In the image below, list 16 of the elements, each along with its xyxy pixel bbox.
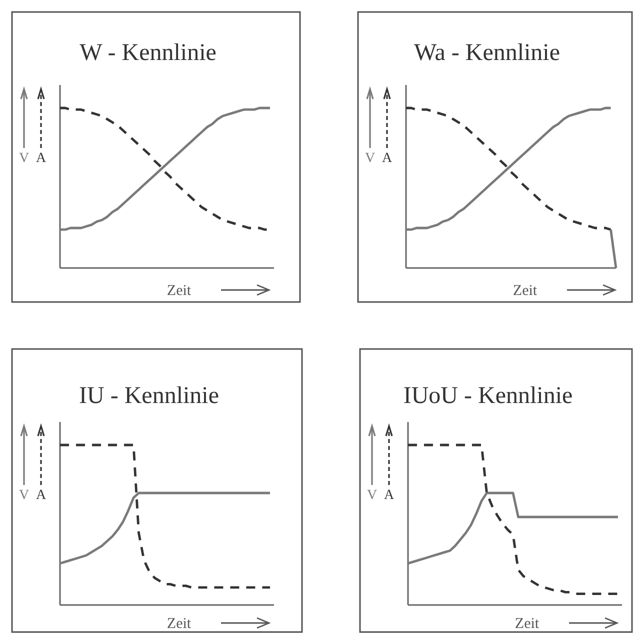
chart-title: IU - Kennlinie <box>79 383 219 409</box>
x-axis-title: Zeit <box>166 283 192 299</box>
text: A <box>36 151 47 166</box>
x-axis-title: Zeit <box>166 616 192 632</box>
text: A <box>382 151 393 166</box>
chart-title: IUoU - Kennlinie <box>403 383 573 409</box>
chart-title: Wa - Kennlinie <box>414 40 560 66</box>
text: V <box>364 151 376 166</box>
chart-title: W - Kennlinie <box>80 40 216 66</box>
text: V <box>18 488 30 503</box>
text: A <box>36 488 47 503</box>
x-axis-title: Zeit <box>514 616 540 632</box>
text: V <box>366 488 378 503</box>
text: A <box>384 488 395 503</box>
x-axis-title: Zeit <box>512 283 538 299</box>
text: V <box>18 151 30 166</box>
